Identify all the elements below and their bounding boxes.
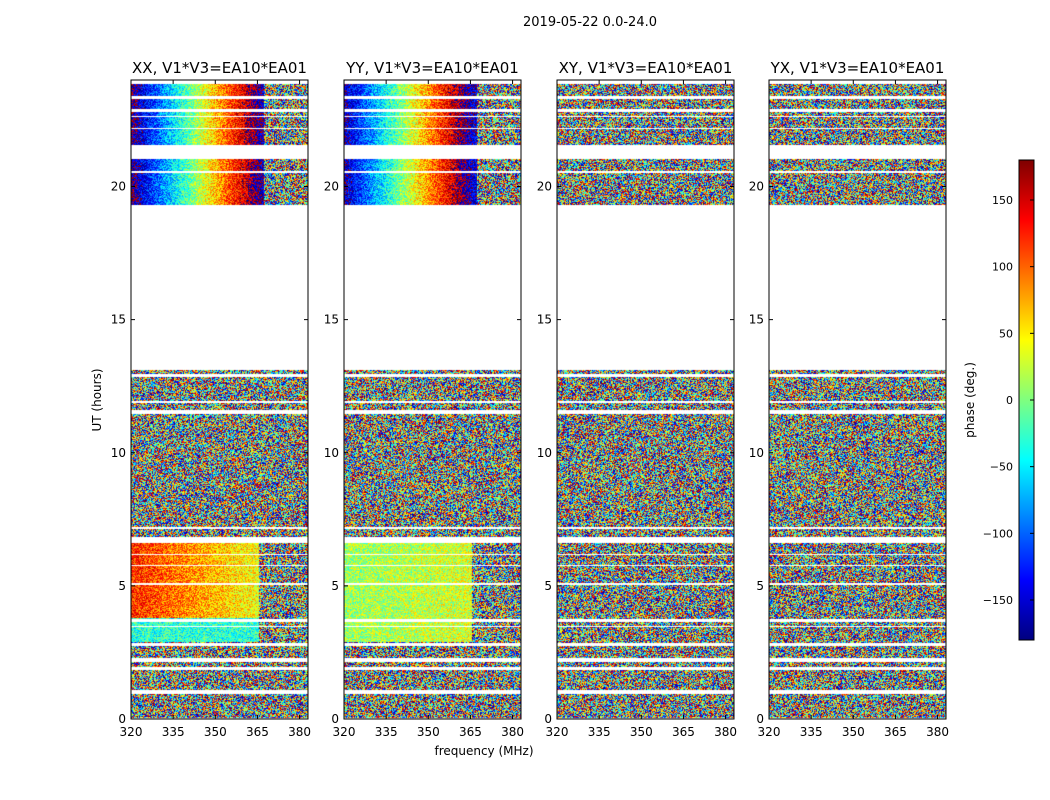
panel-title: XY, V1*V3=EA10*EA01 bbox=[559, 59, 733, 77]
x-tick-label: 335 bbox=[800, 725, 823, 739]
x-tick-label: 350 bbox=[417, 725, 440, 739]
y-tick-label: 5 bbox=[756, 579, 764, 593]
x-tick-label: 380 bbox=[288, 725, 311, 739]
panel-frame bbox=[768, 79, 947, 720]
y-tick-label: 15 bbox=[537, 313, 552, 327]
panel-title: YY, V1*V3=EA10*EA01 bbox=[345, 59, 519, 77]
y-tick-label: 0 bbox=[118, 712, 126, 726]
y-tick-label: 5 bbox=[118, 579, 126, 593]
colorbar-tick-label: −100 bbox=[983, 527, 1013, 540]
y-tick-label: 20 bbox=[537, 180, 552, 194]
phase-image bbox=[131, 80, 308, 719]
y-tick-label: 10 bbox=[537, 446, 552, 460]
y-tick-label: 0 bbox=[331, 712, 339, 726]
panel-yy: YY, V1*V3=EA10*EA01 320 335 350 365 380 0 5 10 15… bbox=[324, 59, 524, 739]
colorbar: −150 −100 −50 0 50 100 150 phase (deg.) bbox=[963, 159, 1035, 641]
colorbar-tick-label: −150 bbox=[983, 594, 1013, 607]
x-tick-label: 335 bbox=[588, 725, 611, 739]
phase-image bbox=[557, 80, 734, 719]
panel-frame bbox=[130, 79, 309, 720]
x-tick-label: 320 bbox=[546, 725, 569, 739]
panel-title: XX, V1*V3=EA10*EA01 bbox=[132, 59, 307, 77]
x-tick-label: 350 bbox=[630, 725, 653, 739]
figure-title: 2019-05-22 0.0-24.0 bbox=[523, 15, 657, 30]
x-tick-label: 350 bbox=[204, 725, 227, 739]
y-tick-label: 0 bbox=[756, 712, 764, 726]
x-tick-label: 380 bbox=[714, 725, 737, 739]
y-tick-label: 20 bbox=[111, 180, 126, 194]
y-tick-label: 5 bbox=[544, 579, 552, 593]
x-tick-label: 320 bbox=[758, 725, 781, 739]
phase-image bbox=[344, 80, 521, 719]
y-tick-label: 10 bbox=[749, 446, 764, 460]
phase-image bbox=[769, 80, 946, 719]
y-tick-label: 10 bbox=[324, 446, 339, 460]
panel-xy: XY, V1*V3=EA10*EA01 320 335 350 365 380 0 5 10 15… bbox=[537, 59, 737, 739]
panel-title: YX, V1*V3=EA10*EA01 bbox=[770, 59, 945, 77]
colorbar-label: phase (deg.) bbox=[963, 362, 977, 438]
x-axis-label: frequency (MHz) bbox=[434, 744, 533, 758]
colorbar-tick-label: −50 bbox=[990, 461, 1013, 474]
colorbar-tick-label: 50 bbox=[999, 327, 1013, 340]
y-tick-label: 5 bbox=[331, 579, 339, 593]
x-tick-label: 320 bbox=[120, 725, 143, 739]
colorbar-tick-label: 0 bbox=[1006, 394, 1013, 407]
colorbar-tick-label: 100 bbox=[992, 261, 1013, 274]
y-tick-label: 20 bbox=[749, 180, 764, 194]
x-tick-label: 335 bbox=[162, 725, 185, 739]
x-tick-label: 365 bbox=[459, 725, 482, 739]
x-tick-label: 335 bbox=[375, 725, 398, 739]
panels: XX, V1*V3=EA10*EA01 320 335 350 365 380 0 5 10 15… bbox=[111, 59, 949, 739]
x-tick-label: 365 bbox=[884, 725, 907, 739]
y-tick-label: 15 bbox=[749, 313, 764, 327]
x-tick-label: 350 bbox=[842, 725, 865, 739]
x-tick-label: 320 bbox=[333, 725, 356, 739]
panel-frame bbox=[343, 79, 522, 720]
x-tick-label: 380 bbox=[926, 725, 949, 739]
y-tick-label: 10 bbox=[111, 446, 126, 460]
x-tick-label: 365 bbox=[246, 725, 269, 739]
y-tick-label: 15 bbox=[324, 313, 339, 327]
y-tick-label: 15 bbox=[111, 313, 126, 327]
panel-yx: YX, V1*V3=EA10*EA01 320 335 350 365 380 0 5 10 15… bbox=[749, 59, 949, 739]
panel-frame bbox=[556, 79, 735, 720]
x-tick-label: 380 bbox=[501, 725, 524, 739]
y-tick-label: 0 bbox=[544, 712, 552, 726]
panel-xx: XX, V1*V3=EA10*EA01 320 335 350 365 380 0 5 10 15… bbox=[111, 59, 311, 739]
y-axis-label: UT (hours) bbox=[90, 368, 104, 431]
colorbar-tick-label: 150 bbox=[992, 194, 1013, 207]
y-tick-label: 20 bbox=[324, 180, 339, 194]
x-tick-label: 365 bbox=[672, 725, 695, 739]
